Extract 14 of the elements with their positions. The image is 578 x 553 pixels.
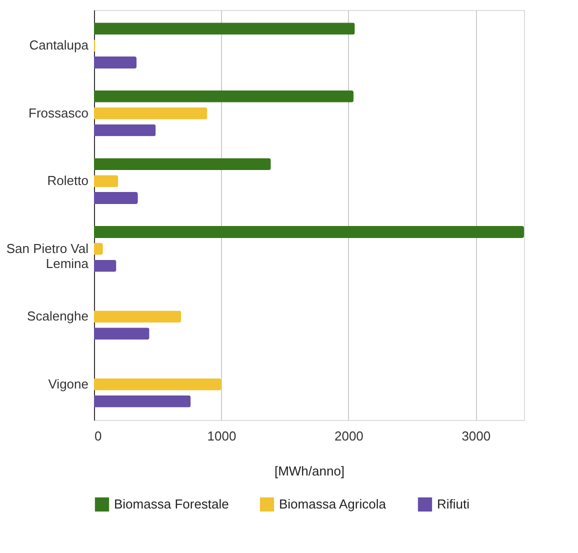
legend-label: Biomassa Forestale [114,496,229,512]
x-tick-label: 3000 [462,428,491,444]
y-tick-label: Vigone [48,376,88,392]
y-tick-label: Frossasco [28,105,88,120]
legend-label: Rifiuti [437,496,470,512]
y-tick-label: Roletto [47,173,88,188]
y-tick-label: Cantalupa [29,38,90,53]
y-tick-label: Scalenghe [27,308,88,324]
legend-label: Biomassa Agricola [279,496,387,512]
x-tick-label: 0 [94,428,102,444]
x-axis-title: [MWh/anno] [274,464,345,478]
x-tick-label: 2000 [334,428,364,444]
y-tick-label: San Pietro Val Lemina [6,240,90,271]
x-tick-label: 1000 [207,428,236,444]
